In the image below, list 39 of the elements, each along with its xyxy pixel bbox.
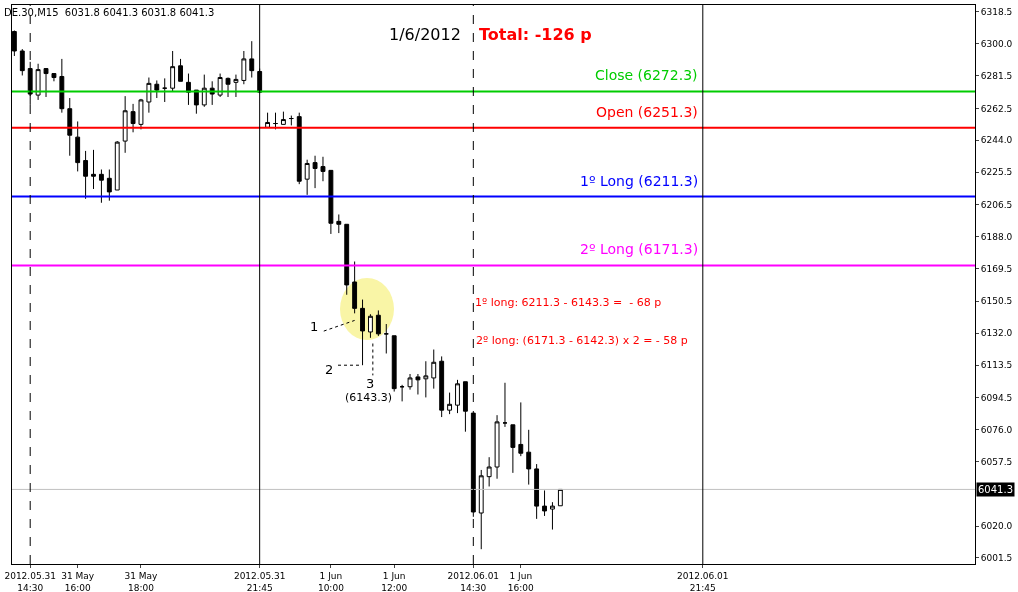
annotation: 1	[310, 319, 319, 334]
x-tick-label: 2012.06.01 21:45	[677, 570, 729, 592]
x-tick-label: 1 Jun 16:00	[507, 570, 535, 592]
x-tick-label: 2012.05.31 14:30	[4, 570, 56, 592]
text: 1/6/2012	[389, 25, 461, 44]
x-tick-label: 2012.05.31 21:45	[233, 570, 286, 592]
annotation: 3	[366, 376, 375, 391]
y-tick-label: 6188.0	[980, 231, 1013, 242]
annotation: (6143.3)	[345, 391, 393, 404]
ref-line-label: Open (6251.3)	[596, 104, 698, 120]
annotation: 2º long: (6171.3 - 6142.3) x 2 = - 58 p	[476, 334, 688, 347]
y-tick-label: 6262.5	[980, 103, 1013, 114]
y-tick-label: 6076.0	[980, 424, 1013, 435]
y-tick-label: 6150.5	[980, 296, 1013, 307]
x-tick-label: 1 Jun 10:00	[317, 570, 345, 592]
y-tick-label: 6113.5	[980, 360, 1013, 371]
y-tick-label: 6318.5	[980, 7, 1013, 18]
y-tick-label: 6300.0	[980, 38, 1013, 49]
y-tick-label: 6169.5	[980, 263, 1013, 274]
annotation: Total: -126 p	[479, 25, 592, 44]
y-tick-label: 6244.0	[980, 135, 1013, 146]
y-tick-label: 6020.0	[980, 521, 1013, 532]
annotation: 2	[325, 362, 334, 377]
y-tick-label: 6206.5	[980, 199, 1013, 210]
y-tick-label: 6094.5	[980, 392, 1013, 403]
y-tick-label: 6281.5	[980, 70, 1013, 81]
x-tick-label: 31 May 18:00	[124, 570, 159, 592]
ref-line-label: 6041.3	[978, 484, 1013, 495]
y-tick-label: 6001.5	[980, 553, 1013, 564]
x-tick-label: 1 Jun 12:00	[381, 570, 408, 592]
x-tick-label: 31 May 16:00	[61, 570, 95, 592]
y-tick-label: 6057.5	[980, 456, 1013, 467]
y-tick-label: 6132.0	[980, 328, 1013, 339]
ref-line-label: Close (6272.3)	[595, 67, 698, 83]
ref-line-label: 1º Long (6211.3)	[580, 173, 699, 189]
ref-line-label: 2º Long (6171.3)	[580, 241, 699, 257]
y-tick-label: 6225.5	[980, 167, 1013, 178]
annotation: 1º long: 6211.3 - 6143.3 = - 68 p	[475, 296, 662, 309]
x-tick-label: 2012.06.01 14:30	[447, 570, 500, 592]
